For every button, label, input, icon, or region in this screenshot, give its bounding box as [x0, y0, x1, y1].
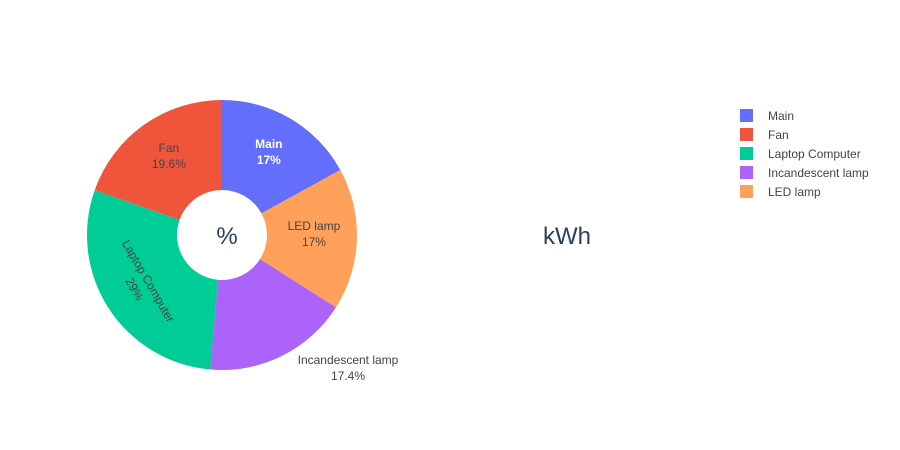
legend-label: Fan: [768, 127, 789, 142]
legend-swatch: [740, 185, 753, 198]
slice-label-value: 17%: [302, 235, 326, 249]
legend-swatch: [740, 109, 753, 122]
side-label: kWh: [543, 223, 591, 250]
legend: Main Fan Laptop Computer Incandescent lamp L…: [740, 106, 869, 201]
slice-label-incandescent-lamp: Incandescent lamp 17.4%: [298, 353, 399, 383]
legend-label: Laptop Computer: [768, 146, 861, 161]
slice-label-value: 17.4%: [331, 369, 365, 383]
legend-item-main[interactable]: Main: [740, 106, 869, 125]
slice-label-fan: Fan 19.6%: [152, 141, 186, 171]
slices-group: [86, 99, 357, 370]
slice-label-name: Fan: [159, 141, 180, 155]
legend-label: LED lamp: [768, 184, 821, 199]
legend-swatch: [740, 166, 753, 179]
legend-label: Main: [768, 108, 795, 123]
slice-label-name: Incandescent lamp: [298, 353, 399, 367]
slice-label-name: Main: [255, 137, 282, 151]
slice-laptop-computer[interactable]: [86, 190, 219, 370]
slice-label-value: 17%: [257, 153, 281, 167]
slice-fan[interactable]: [94, 99, 222, 221]
slice-led-lamp[interactable]: [259, 169, 357, 308]
legend-swatch: [740, 147, 753, 160]
legend-swatch: [740, 128, 753, 141]
slice-label-name: LED lamp: [288, 219, 341, 233]
legend-item-fan[interactable]: Fan: [740, 125, 869, 144]
slice-label-value: 19.6%: [152, 157, 186, 171]
legend-item-led-lamp[interactable]: LED lamp: [740, 182, 869, 201]
legend-item-laptop-computer[interactable]: Laptop Computer: [740, 144, 869, 163]
slice-main[interactable]: [222, 100, 341, 214]
legend-item-incandescent-lamp[interactable]: Incandescent lamp: [740, 163, 869, 182]
slice-label-led-lamp: LED lamp 17%: [288, 219, 341, 249]
hole-label: %: [216, 223, 237, 250]
legend-label: Incandescent lamp: [768, 165, 869, 180]
slice-label-main: Main 17%: [255, 137, 282, 167]
slice-incandescent-lamp[interactable]: [210, 259, 336, 370]
